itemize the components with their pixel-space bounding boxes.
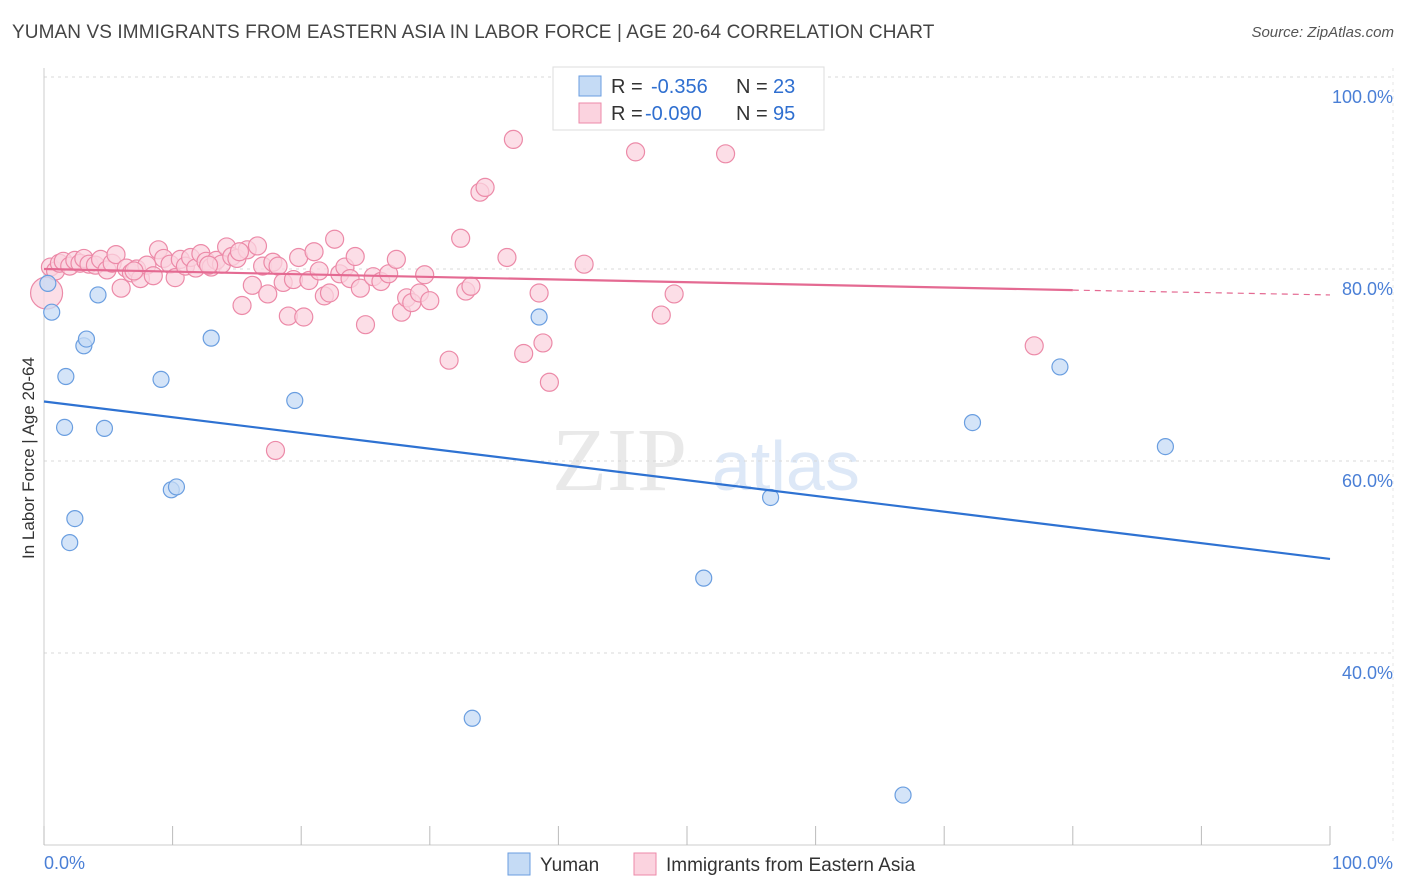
yuman-point-12 bbox=[167, 478, 186, 496]
asia-point-89 bbox=[715, 144, 736, 164]
bottom-legend-label-asia: Immigrants from Eastern Asia bbox=[666, 855, 916, 876]
asia-point-21 bbox=[143, 266, 163, 286]
asia-point-45 bbox=[268, 256, 288, 276]
yuman-point-7 bbox=[77, 330, 96, 348]
asia-point-60 bbox=[345, 246, 365, 267]
asia-point-41 bbox=[247, 236, 268, 256]
asia-point-66 bbox=[386, 249, 406, 269]
asia-point-71 bbox=[415, 265, 435, 285]
legend-r-label-1: R = bbox=[611, 76, 643, 98]
yuman-trend-line bbox=[43, 400, 1331, 561]
legend-r-label-2: R = bbox=[611, 103, 643, 125]
asia-point-85 bbox=[574, 254, 594, 274]
asia-point-88 bbox=[664, 284, 684, 304]
y-tick-labels: 100.0% 80.0% 60.0% 40.0% bbox=[1332, 87, 1393, 683]
series-legend: Yuman Immigrants from Eastern Asia bbox=[507, 852, 916, 876]
yuman-point-15 bbox=[463, 709, 481, 727]
axes bbox=[43, 68, 1330, 846]
asia-point-40 bbox=[242, 275, 262, 295]
yuman-point-10 bbox=[152, 370, 170, 388]
yuman-point-9 bbox=[95, 419, 114, 437]
trend-lines bbox=[43, 267, 1331, 561]
asia-point-84 bbox=[539, 372, 559, 392]
legend-n-value-1: 23 bbox=[773, 76, 795, 98]
asia-point-56 bbox=[325, 229, 345, 249]
yuman-point-17 bbox=[695, 569, 713, 587]
yuman-point-3 bbox=[57, 367, 75, 386]
asia-point-74 bbox=[451, 228, 471, 248]
asia-point-93 bbox=[199, 255, 219, 275]
asia-point-52 bbox=[304, 242, 324, 262]
legend-n-label-1: N = bbox=[736, 76, 768, 98]
legend-r-value-1: -0.356 bbox=[651, 76, 708, 98]
asia-point-79 bbox=[497, 247, 517, 268]
yuman-point-2 bbox=[55, 418, 74, 436]
correlation-legend: R = -0.356 N = 23 R = -0.090 N = 95 bbox=[552, 66, 825, 131]
asia-point-78 bbox=[475, 177, 495, 197]
y-tick-label-1: 80.0% bbox=[1342, 279, 1393, 299]
yuman-point-21 bbox=[1051, 358, 1069, 376]
yuman-point-1 bbox=[43, 303, 61, 321]
asia-point-90 bbox=[265, 440, 286, 461]
x-ticks bbox=[43, 826, 1331, 845]
legend-n-value-2: 95 bbox=[773, 103, 795, 125]
yuman-point-14 bbox=[286, 391, 304, 410]
asia-point-83 bbox=[533, 333, 553, 353]
x-tick-label-right: 100.0% bbox=[1332, 853, 1393, 873]
asia-point-53 bbox=[309, 261, 329, 281]
asia-point-38 bbox=[232, 295, 252, 316]
yuman-point-5 bbox=[66, 509, 84, 528]
asia-point-87 bbox=[651, 305, 671, 325]
asia-point-91 bbox=[1024, 336, 1044, 356]
yuman-point-0 bbox=[39, 274, 57, 292]
legend-r-value-2: -0.090 bbox=[645, 103, 702, 125]
series-yuman bbox=[39, 274, 1174, 804]
y-axis-title: In Labor Force | Age 20-64 bbox=[19, 357, 38, 559]
asia-point-94 bbox=[229, 242, 250, 262]
y-tick-label-3: 40.0% bbox=[1342, 663, 1393, 683]
yuman-point-20 bbox=[963, 414, 982, 432]
legend-swatch-yuman bbox=[578, 75, 602, 97]
asia-point-15 bbox=[111, 278, 131, 298]
legend-n-label-2: N = bbox=[736, 103, 768, 125]
bottom-legend-swatch-asia bbox=[633, 852, 657, 876]
yuman-point-19 bbox=[894, 786, 912, 804]
asia-point-50 bbox=[294, 307, 314, 327]
asia-trend-line bbox=[43, 267, 1073, 292]
yuman-point-13 bbox=[202, 329, 220, 347]
legend-swatch-asia bbox=[578, 102, 602, 124]
x-tick-label-left: 0.0% bbox=[44, 853, 85, 873]
asia-point-86 bbox=[625, 142, 646, 162]
asia-point-80 bbox=[503, 129, 523, 149]
asia-point-76 bbox=[461, 276, 481, 296]
asia-point-73 bbox=[439, 350, 459, 370]
asia-trend-line-extension bbox=[1072, 289, 1331, 296]
asia-point-43 bbox=[258, 284, 278, 304]
bottom-legend-label-yuman: Yuman bbox=[540, 855, 599, 876]
y-tick-label-0: 100.0% bbox=[1332, 87, 1393, 107]
asia-point-61 bbox=[350, 278, 370, 298]
yuman-point-8 bbox=[89, 286, 107, 304]
series-immigrants-eastern-asia bbox=[29, 129, 1044, 461]
asia-point-81 bbox=[514, 343, 534, 364]
yuman-point-16 bbox=[530, 308, 548, 326]
chart-title: YUMAN VS IMMIGRANTS FROM EASTERN ASIA IN… bbox=[12, 22, 935, 43]
watermark: ZIP atlas bbox=[552, 411, 860, 510]
yuman-point-4 bbox=[61, 533, 79, 552]
source-credit: Source: ZipAtlas.com bbox=[1251, 24, 1394, 41]
asia-point-55 bbox=[319, 283, 340, 303]
asia-point-82 bbox=[529, 283, 549, 303]
y-tick-label-2: 60.0% bbox=[1342, 471, 1393, 491]
bottom-legend-swatch-yuman bbox=[507, 852, 531, 876]
asia-point-72 bbox=[420, 291, 440, 311]
yuman-point-22 bbox=[1156, 438, 1174, 456]
asia-point-62 bbox=[355, 315, 376, 335]
asia-point-14 bbox=[106, 245, 126, 265]
